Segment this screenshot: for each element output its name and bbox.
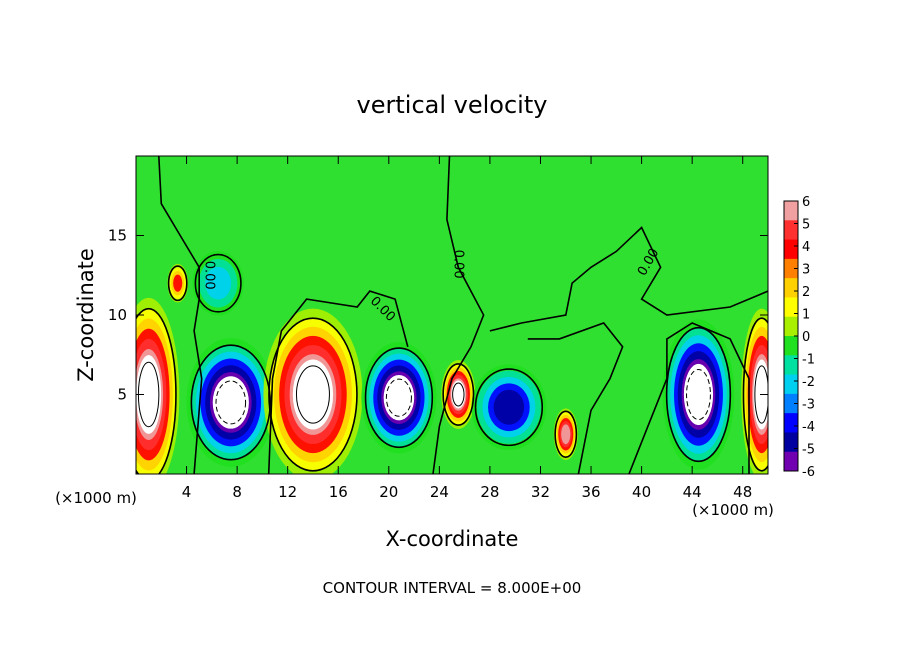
x-unit-label: (×1000 m): [692, 501, 774, 519]
colorbar-tick-label: -6: [802, 465, 815, 480]
colorbar: 6 5 4 3 2 1 0 -1 -2 -3 -4 -5 -6: [783, 195, 815, 480]
colorbar-tick-label: 6: [802, 195, 810, 210]
field-feature-4: [441, 360, 476, 429]
field-feature-9: [167, 263, 188, 303]
zero-contour-3: [489, 226, 768, 332]
chart-title: vertical velocity: [357, 91, 548, 119]
x-tick-label: 16: [329, 483, 348, 501]
colorbar-swatch-4: [784, 278, 798, 298]
colorbar-tick-label: -5: [802, 443, 815, 458]
colorbar-tick-label: -4: [802, 420, 815, 435]
colorbar-swatch-5: [784, 297, 798, 318]
field-feature-3: [361, 341, 437, 454]
x-tick-label: 44: [683, 483, 702, 501]
colorbar-swatch-7: [784, 336, 798, 356]
colorbar-swatch-1: [784, 220, 798, 241]
field-feature-6: [553, 408, 578, 461]
field-feature-7: [662, 319, 735, 470]
zero-contour-2: [267, 290, 409, 474]
x-tick-label: 32: [531, 483, 550, 501]
colorbar-swatch-6: [784, 316, 798, 337]
zero-contour-5: [628, 322, 750, 474]
x-tick-label: 36: [581, 483, 600, 501]
y-tick-label: 15: [108, 227, 127, 245]
colorbar-swatch-8: [784, 355, 798, 376]
colorbar-tick-label: 0: [802, 330, 810, 345]
colorbar-tick-label: 5: [802, 218, 810, 233]
colorbar-swatch-9: [784, 374, 798, 395]
plot-area: [135, 155, 769, 475]
contour-label: 0.00: [451, 250, 466, 279]
field-feature-5: [471, 364, 547, 451]
zero-contour-1: [432, 156, 485, 474]
colorbar-tick-label: 1: [802, 308, 810, 323]
contour-interval-footer: CONTOUR INTERVAL = 8.000E+00: [323, 579, 582, 597]
x-axis-label: X-coordinate: [386, 527, 519, 551]
colorbar-tick-label: 3: [802, 263, 810, 278]
colorbar-tick-label: -2: [802, 375, 815, 390]
colorbar-tick-label: -3: [802, 398, 815, 413]
y-tick-label: 10: [108, 306, 127, 324]
field-feature-10: [192, 251, 244, 316]
y-unit-label: (×1000 m): [55, 489, 137, 507]
contour-label: 0.00: [202, 261, 217, 290]
x-tick-label: 48: [733, 483, 752, 501]
field-feature-2: [263, 308, 363, 474]
colorbar-swatch-13: [784, 451, 798, 472]
colorbar-tick-label: 2: [802, 285, 810, 300]
y-tick-label: 5: [117, 386, 127, 404]
colorbar-swatch-3: [784, 258, 798, 279]
x-tick-label: 28: [480, 483, 499, 501]
colorbar-tick-label: 4: [802, 240, 810, 255]
zero-contour-0: [158, 156, 203, 474]
x-tick-label: 40: [632, 483, 651, 501]
x-tick-label: 24: [430, 483, 449, 501]
x-tick-label: 8: [232, 483, 242, 501]
colorbar-tick-label: -1: [802, 353, 815, 368]
x-tick-label: 20: [379, 483, 398, 501]
colorbar-swatch-12: [784, 432, 798, 453]
colorbar-swatch-10: [784, 393, 798, 414]
x-tick-label: 12: [278, 483, 297, 501]
colorbar-swatch-0: [784, 201, 798, 221]
x-tick-label: 4: [182, 483, 192, 501]
y-axis-label: Z-coordinate: [74, 248, 98, 382]
colorbar-swatch-11: [784, 413, 798, 433]
zero-contour-4: [527, 322, 624, 474]
colorbar-swatch-2: [784, 239, 798, 260]
